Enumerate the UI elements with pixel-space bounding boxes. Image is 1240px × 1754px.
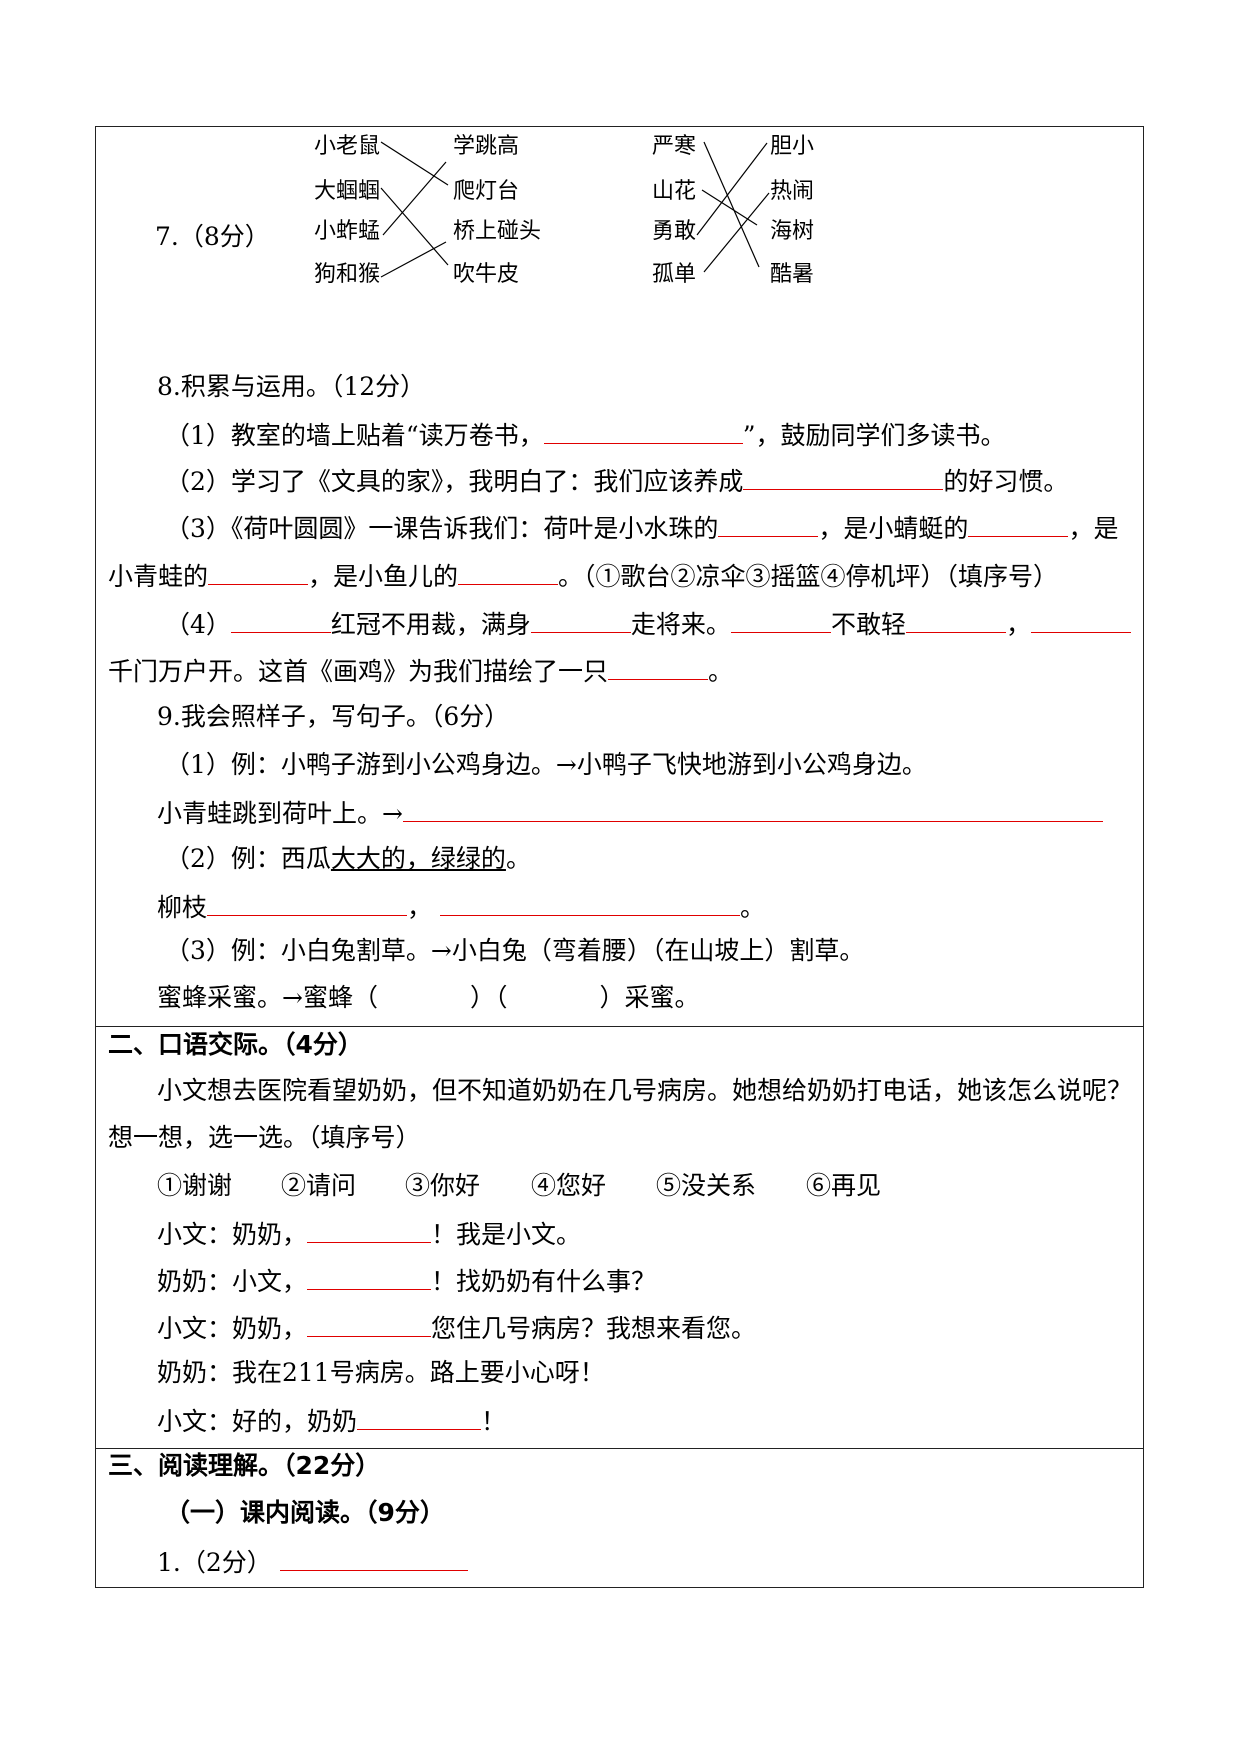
match-right-word: 学跳高: [453, 134, 520, 159]
match-left-word: 大蝈蝈: [314, 179, 381, 204]
s2-option: ②请问: [281, 1171, 357, 1200]
answer-blank[interactable]: [743, 465, 944, 490]
s2-intro-cont: 想一想，选一选。（填序号）: [108, 1123, 421, 1152]
section-divider: [95, 1026, 1144, 1027]
answer-blank[interactable]: [905, 608, 1006, 633]
answer-blank[interactable]: [608, 655, 709, 680]
q8-item-4: （4） 红冠不用裁，满身 走将来。 不敢轻，: [165, 608, 1131, 640]
answer-blank[interactable]: [543, 419, 743, 444]
answer-blank[interactable]: [730, 608, 831, 633]
q8-item-4-cont: 千门万户开。这首《画鸡》为我们描绘了一只。: [108, 655, 734, 686]
answer-table: [95, 126, 1144, 1588]
match-line: [380, 141, 449, 186]
answer-blank[interactable]: [279, 1546, 468, 1571]
q8-item-3-cont: 小青蛙的 ，是小鱼儿的 。（①歌台②凉伞③摇篮④停机坪）（填序号）: [108, 560, 1059, 591]
s2-intro: 小文想去医院看望奶奶，但不知道奶奶在几号病房。她想给奶奶打电话，她该怎么说呢？: [157, 1076, 1133, 1105]
dialog-line: 奶奶：小文， ！找奶奶有什么事？: [157, 1265, 657, 1296]
answer-blank[interactable]: [307, 1218, 432, 1243]
s2-option: ③你好: [405, 1171, 481, 1200]
answer-blank[interactable]: [1030, 608, 1131, 633]
q8-item-1: （1）教室的墙上贴着“读万卷书， ”，鼓励同学们多读书。: [165, 419, 1006, 450]
match-left-word: 勇敢: [652, 219, 697, 244]
match-right-word: 爬灯台: [453, 179, 520, 204]
s2-option: ⑤没关系: [656, 1171, 757, 1200]
section-3-title: 三、阅读理解。（22分）: [108, 1451, 381, 1480]
s3-subtitle: （一）课内阅读。（9分）: [165, 1498, 445, 1527]
q8-item-3: （3）《荷叶圆圆》一课告诉我们：荷叶是小水珠的 ，是小蜻蜓的 ，是: [165, 512, 1119, 543]
dialog-line: 小文：奶奶， 您住几号病房？我想来看您。: [157, 1312, 757, 1343]
match-left-word: 小蚱蜢: [314, 219, 381, 244]
match-line: [703, 141, 760, 268]
match-left-word: 狗和猴: [314, 262, 381, 287]
q9-example-2: （2）例：西瓜大大的，绿绿的。: [165, 844, 531, 873]
answer-blank[interactable]: [530, 608, 631, 633]
answer-blank[interactable]: [307, 1265, 432, 1290]
match-left-word: 山花: [652, 179, 697, 204]
answer-blank[interactable]: [458, 560, 559, 585]
answer-blank[interactable]: [207, 891, 408, 916]
match-right-word: 桥上碰头: [453, 219, 542, 244]
match-line: [382, 161, 447, 236]
q9-title: 9.我会照样子，写句子。（6分）: [157, 702, 510, 731]
q8-title: 8.积累与运用。（12分）: [157, 372, 426, 401]
answer-blank[interactable]: [307, 1312, 432, 1337]
dialog-line: 小文：好的，奶奶！: [157, 1405, 507, 1436]
match-line: [703, 192, 770, 273]
answer-blank[interactable]: [718, 512, 819, 537]
match-right-word: 胆小: [770, 134, 815, 159]
match-line: [701, 189, 758, 226]
dialog-line: 小文：奶奶， ！我是小文。: [157, 1218, 582, 1249]
answer-blank[interactable]: [968, 512, 1069, 537]
q9-example-1: （1）例：小鸭子游到小公鸡身边。→小鸭子飞快地游到小公鸡身边。: [165, 750, 927, 779]
q8-item-2: （2）学习了《文具的家》，我明白了：我们应该养成 的好习惯。: [165, 465, 1069, 496]
match-line: [380, 241, 447, 278]
answer-blank[interactable]: [402, 797, 1103, 822]
matching-lines: [380, 141, 770, 278]
match-right-word: 海树: [770, 219, 815, 244]
match-right-word: 酷暑: [770, 262, 815, 287]
match-left-word: 严寒: [652, 134, 697, 159]
s2-option: ①谢谢: [157, 1171, 233, 1200]
answer-blank[interactable]: [230, 608, 331, 633]
s3-question-1: 1.（2分）: [157, 1546, 468, 1578]
match-right-word: 热闹: [770, 179, 815, 204]
match-left-word: 小老鼠: [314, 134, 381, 159]
q9-example-3: （3）例：小白兔割草。→小白兔（弯着腰）（在山坡上）割草。: [165, 936, 865, 965]
q7-label: 7.（8分）: [155, 222, 270, 251]
section-2-title: 二、口语交际。（4分）: [108, 1030, 363, 1059]
section-divider: [95, 1448, 1144, 1449]
match-right-word: 吹牛皮: [453, 262, 520, 287]
answer-blank[interactable]: [208, 560, 309, 585]
s2-option: ⑥再见: [806, 1171, 882, 1200]
match-line: [380, 187, 449, 266]
match-line: [696, 142, 768, 236]
q9-answer-2: 柳枝，。: [157, 891, 766, 922]
answer-blank[interactable]: [440, 891, 741, 916]
s2-option: ④您好: [531, 1171, 607, 1200]
match-left-word: 孤单: [652, 262, 697, 287]
q9-answer-1: 小青蛙跳到荷叶上。→: [157, 797, 1103, 829]
answer-blank[interactable]: [357, 1405, 482, 1430]
q9-answer-3: 蜜蜂采蜜。→蜜蜂（ ）（ ）采蜜。: [157, 983, 700, 1012]
dialog-line: 奶奶：我在211号病房。路上要小心呀！: [157, 1358, 605, 1387]
